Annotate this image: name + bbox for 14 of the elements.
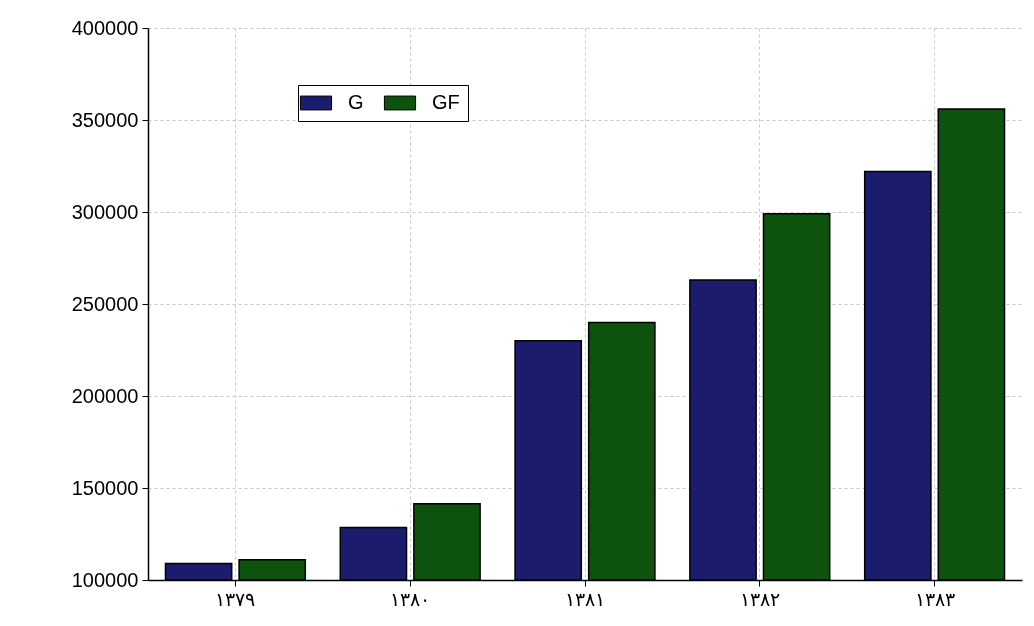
y-tick-label: 300000 — [71, 200, 139, 223]
y-tick-label: 400000 — [71, 16, 139, 39]
y-tick-label: 150000 — [71, 476, 139, 499]
x-tick-label: ۱۳۸۲ — [739, 588, 780, 610]
x-tick-label: ۱۳۸۰ — [390, 588, 431, 610]
legend-label: G — [348, 91, 364, 113]
x-tick-label: ۱۳۸۱ — [565, 588, 605, 610]
y-tick-label: 100000 — [71, 568, 139, 591]
y-tick-label: 200000 — [71, 384, 139, 407]
x-tick-label: ۱۳۸۳ — [914, 588, 955, 610]
legend-label: GF — [432, 91, 460, 113]
y-tick-label: 250000 — [71, 292, 139, 315]
y-tick-label: 350000 — [71, 108, 139, 131]
x-tick-label: ۱۳۷۹ — [215, 588, 256, 610]
